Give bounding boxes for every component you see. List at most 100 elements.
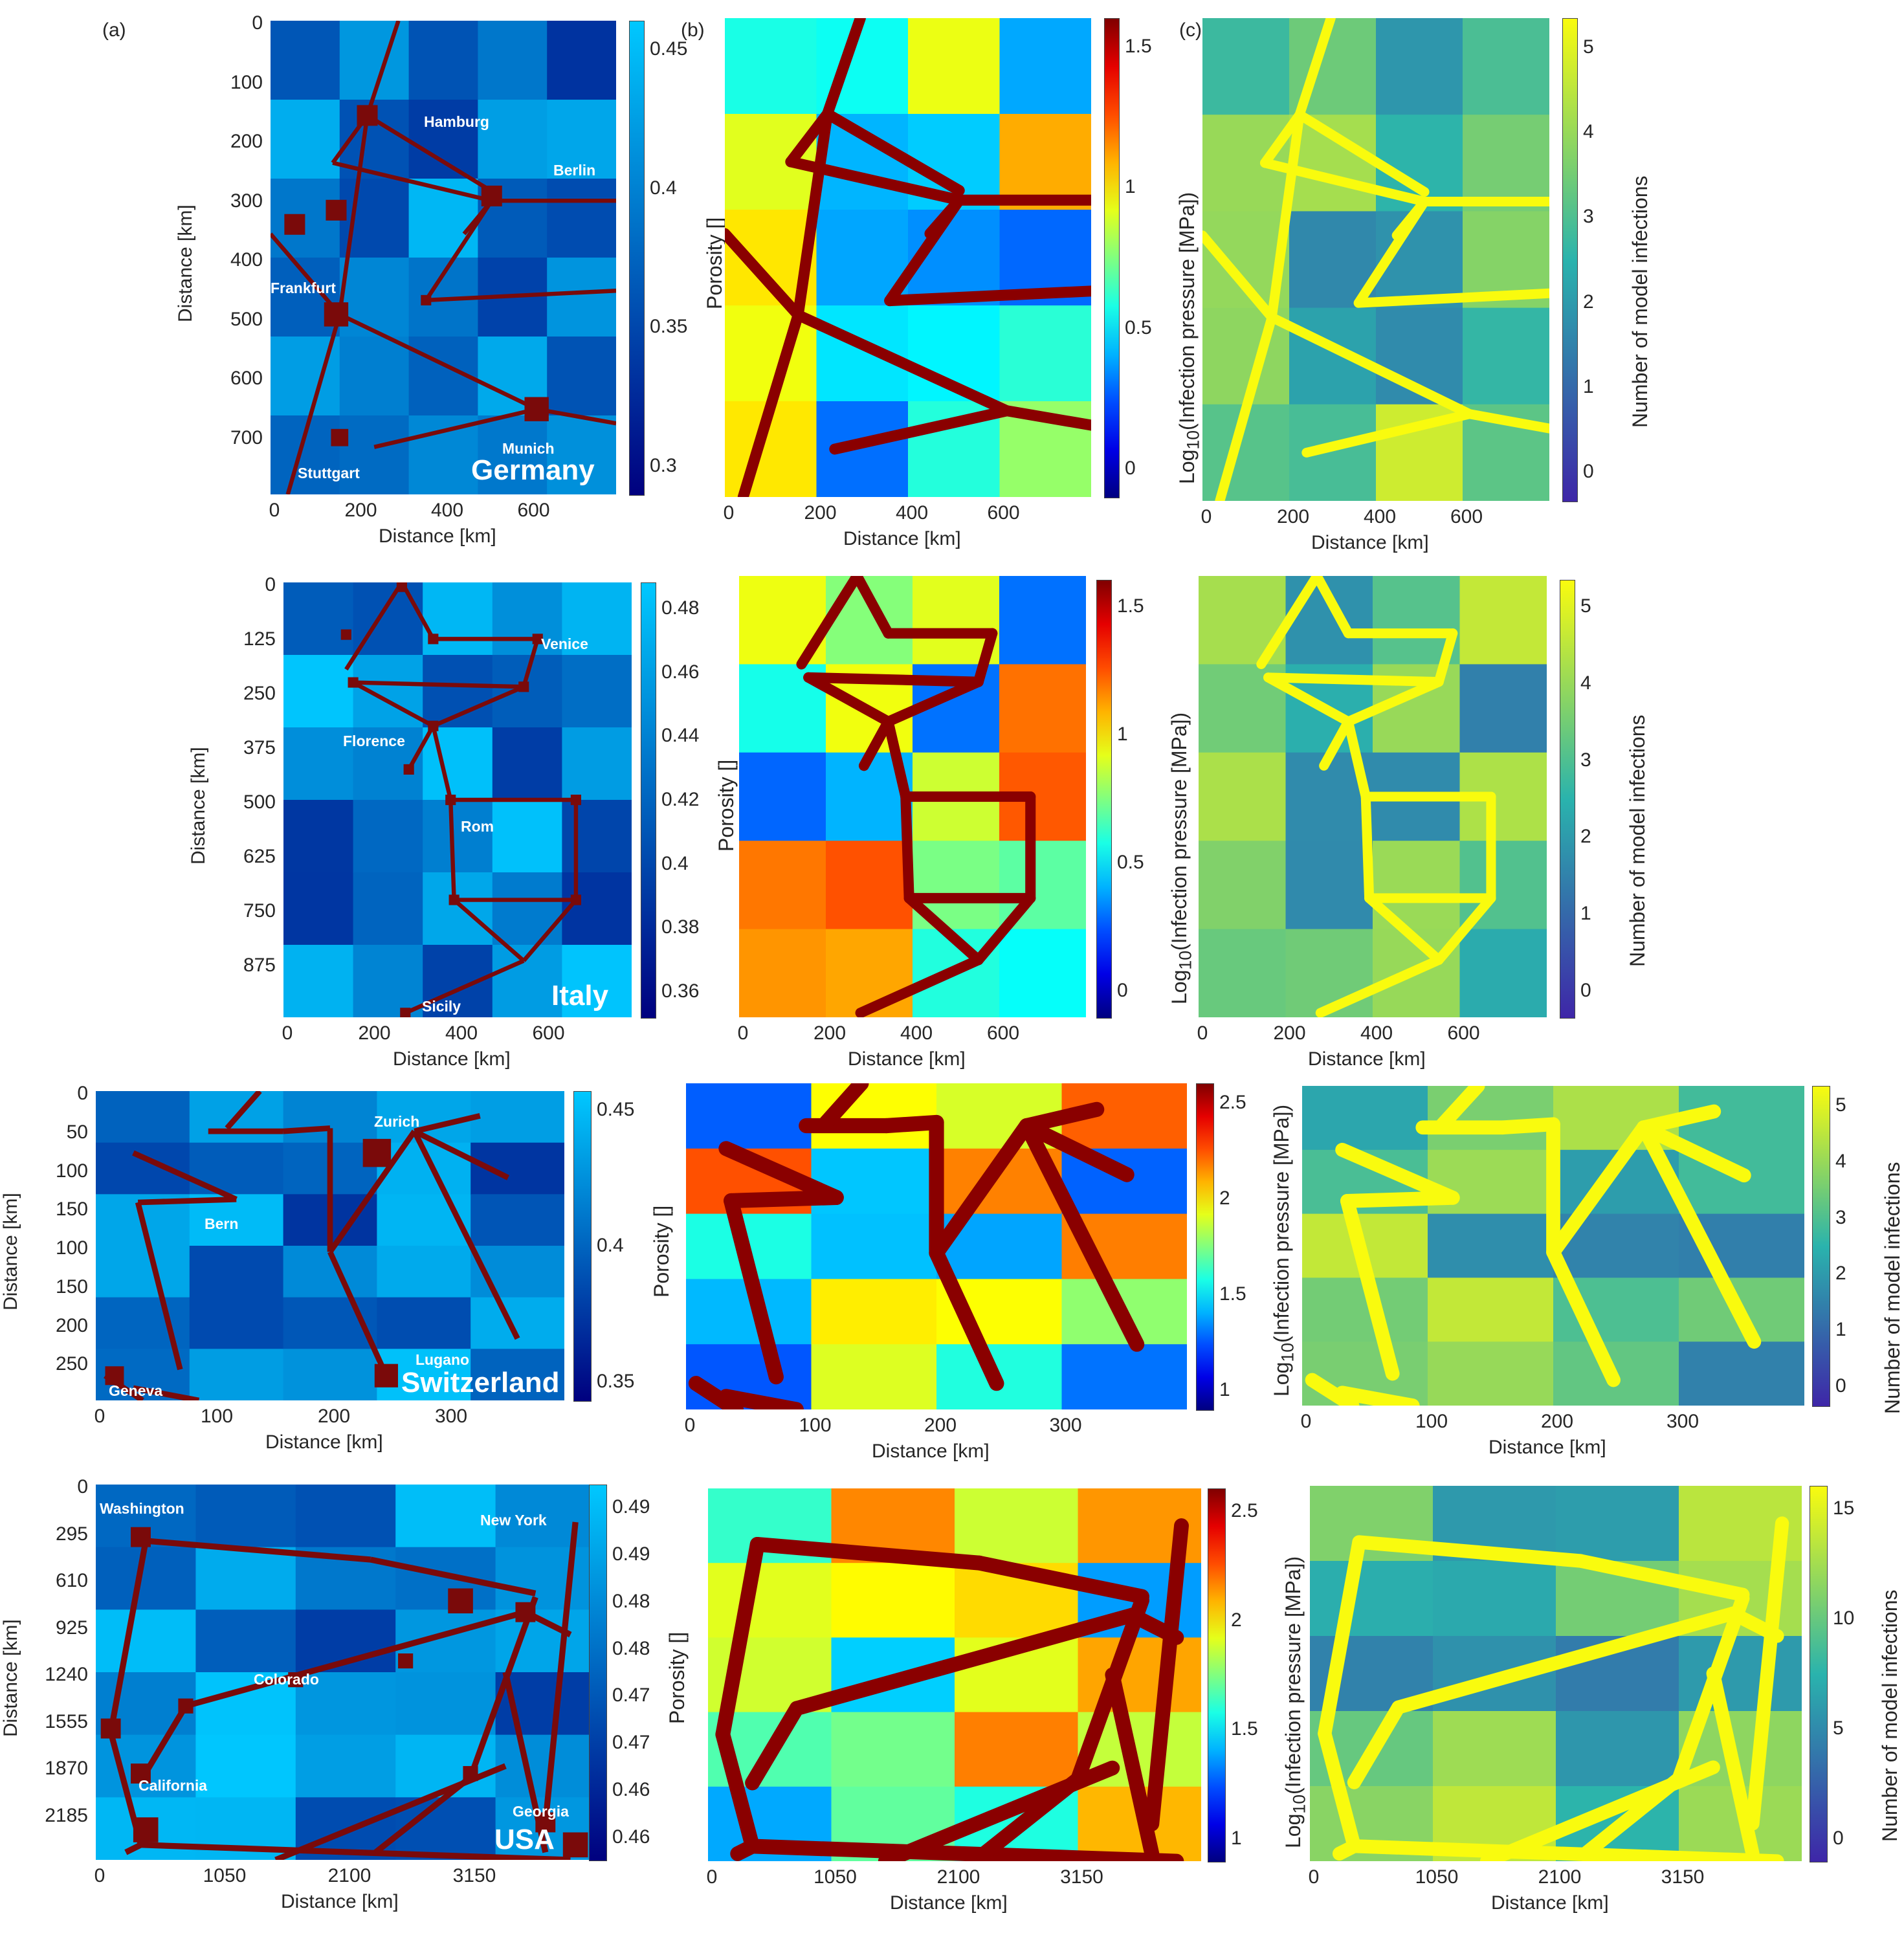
row-italy-infection-corridor	[1263, 672, 1444, 687]
row-usa-pressure-block	[831, 1563, 955, 1639]
row-switzerland-porosity-block	[96, 1246, 190, 1298]
row-switzerland-pressure-colorbar	[1196, 1083, 1214, 1411]
row-usa-road	[140, 1842, 571, 1860]
row-italy-infection-corridor	[1343, 677, 1444, 727]
row-switzerland-infection-colorbar-tick: 1	[1835, 1319, 1846, 1341]
row-italy-c-xtick: 200	[1273, 1022, 1306, 1044]
row-germany-infection-corridor	[1353, 288, 1549, 308]
row-italy-porosity-block	[423, 872, 493, 945]
row-switzerland-a-xtick: 300	[434, 1406, 468, 1427]
row-germany-road	[373, 407, 537, 449]
row-italy-pressure-map	[739, 576, 1086, 1017]
row-germany-b-xtick: 200	[804, 502, 837, 524]
row-usa-infection-corridor	[1318, 1535, 1366, 1741]
row-italy-porosity-map	[283, 582, 632, 1017]
row-usa-city-node	[100, 1718, 121, 1739]
row-germany-pressure-corridor	[737, 309, 804, 497]
row-usa-infection-colorbar-tick: 0	[1833, 1828, 1844, 1850]
row-usa-city-label: New York	[480, 1512, 547, 1529]
row-usa-city-node	[288, 1672, 304, 1688]
row-italy-road	[522, 898, 578, 962]
row-usa-pressure-corridor	[745, 1839, 1184, 1861]
row-usa-c-xtick: 3150	[1661, 1866, 1705, 1888]
row-italy-porosity-block	[283, 872, 354, 945]
row-switzerland-porosity-block	[189, 1297, 284, 1350]
row-usa-infection-corridor	[1318, 1727, 1362, 1853]
row-italy-porosity-block	[562, 727, 632, 801]
row-switzerland-pressure-block	[811, 1279, 937, 1345]
row-usa-porosity-block	[395, 1547, 496, 1611]
row-italy-a-ytick: 0	[265, 574, 276, 595]
row-germany-city-label: Stuttgart	[298, 465, 360, 481]
row-usa-porosity-block	[195, 1734, 296, 1798]
row-italy-city-node	[428, 634, 439, 645]
row-switzerland-b-xtick: 300	[1049, 1415, 1082, 1436]
row-usa-infection-corridor	[1347, 1700, 1406, 1789]
row-germany-porosity-label: Porosity []	[703, 217, 726, 309]
row-usa-infection-block	[1556, 1711, 1679, 1787]
row-germany-a-ytick: 700	[230, 426, 263, 448]
row-italy-a-xtick: 600	[532, 1022, 565, 1044]
row-italy-pressure-corridor	[900, 791, 914, 903]
row-germany-city-label: Hamburg	[424, 113, 489, 130]
row-germany-porosity-colorbar-tick: 0.4	[650, 177, 677, 199]
row-switzerland-c-xlabel: Distance [km]	[1489, 1437, 1606, 1458]
row-switzerland-pressure-block	[811, 1213, 937, 1280]
row-italy-pressure-block	[999, 929, 1086, 1017]
row-germany-a-ytick: 200	[230, 131, 263, 152]
row-switzerland-infection-colorbar-tick: 0	[1835, 1375, 1846, 1397]
row-italy-pressure-colorbar	[1096, 580, 1112, 1019]
row-italy-pressure-colorbar-tick: 0	[1117, 980, 1128, 1002]
row-switzerland-infection-corridor	[1636, 1120, 1751, 1183]
row-usa-c-xlabel: Distance [km]	[1491, 1892, 1609, 1914]
row-italy-pressure-corridor	[855, 955, 984, 1017]
row-germany-c-xtick: 0	[1201, 506, 1212, 527]
row-usa-porosity-block	[395, 1672, 496, 1736]
row-switzerland-infection-map	[1302, 1086, 1804, 1406]
row-usa-city-node	[463, 1766, 478, 1782]
row-usa-porosity-map	[96, 1485, 595, 1860]
row-italy-pressure-corridor	[973, 892, 1036, 966]
row-switzerland-a-xtick: 100	[200, 1406, 234, 1427]
row-switzerland-b-xtick: 0	[684, 1415, 696, 1436]
row-italy-a-xlabel: Distance [km]	[393, 1048, 511, 1070]
row-usa-infection-block	[1556, 1486, 1679, 1562]
row-usa-porosity-block	[195, 1485, 296, 1548]
row-germany-road	[337, 115, 370, 315]
row-switzerland-porosity-block	[470, 1091, 564, 1143]
row-italy-a-ytick: 375	[243, 737, 276, 758]
row-switzerland-city-label: Geneva	[109, 1382, 163, 1399]
row-germany-pressure-colorbar-tick: 1	[1125, 176, 1136, 198]
row-switzerland-infection-corridor	[1636, 1120, 1762, 1349]
row-italy-porosity-colorbar-tick: 0.44	[661, 725, 700, 747]
row-germany-porosity-block	[339, 258, 410, 337]
row-italy-porosity-block	[283, 655, 354, 728]
row-italy-city-label: Venice	[541, 635, 588, 652]
row-usa-a-xtick: 3150	[452, 1865, 496, 1886]
row-italy-infection-block	[1285, 841, 1373, 930]
row-germany-pressure-corridor	[821, 18, 866, 120]
row-germany-pressure-colorbar	[1104, 18, 1120, 498]
row-italy-porosity-block	[562, 800, 632, 873]
row-italy-city-label: Rom	[461, 818, 494, 835]
row-usa-pressure-colorbar-tick: 2.5	[1231, 1499, 1258, 1521]
row-germany-b-xtick: 600	[987, 502, 1020, 524]
row-switzerland-pressure-corridor	[724, 1193, 784, 1385]
row-switzerland-infection-colorbar-tick: 5	[1835, 1094, 1846, 1116]
row-germany-pressure-label: Log10(Infection pressure [MPa])	[1175, 192, 1203, 484]
row-usa-pressure-corridor	[730, 1839, 760, 1861]
row-usa-pressure-corridor	[878, 1760, 1120, 1861]
row-italy-porosity-block	[492, 582, 563, 656]
row-germany-porosity-block	[408, 21, 479, 100]
row-germany-porosity-block	[339, 337, 410, 416]
row-switzerland-pressure-corridor	[929, 1245, 1004, 1391]
row-italy-porosity-colorbar-tick: 0.48	[661, 597, 700, 619]
row-usa-a-ytick: 1555	[45, 1710, 88, 1732]
row-switzerland-infection-block	[1428, 1213, 1554, 1279]
row-switzerland-country-label: Switzerland	[401, 1367, 560, 1398]
row-italy-pressure-label: Log10(Infection pressure [MPa])	[1168, 712, 1195, 1004]
row-italy-a-xtick: 200	[358, 1022, 391, 1044]
row-usa-pressure-corridor	[745, 1701, 804, 1791]
row-usa-infection-corridor	[1352, 1535, 1588, 1568]
row-germany-pressure-map	[725, 18, 1091, 497]
